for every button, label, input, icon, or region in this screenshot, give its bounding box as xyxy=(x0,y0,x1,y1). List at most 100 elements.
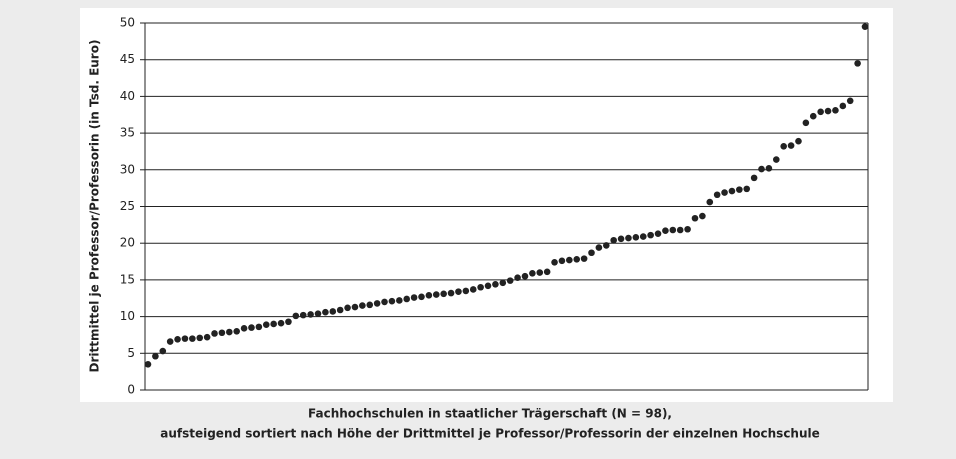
point xyxy=(285,318,292,326)
point xyxy=(654,230,662,237)
point xyxy=(262,321,270,328)
point xyxy=(211,330,218,337)
point xyxy=(699,212,706,220)
point xyxy=(447,289,455,297)
point xyxy=(418,293,425,301)
point xyxy=(580,255,588,262)
point xyxy=(351,303,359,311)
point xyxy=(506,277,514,284)
point xyxy=(492,281,499,288)
y-tick-label: 50 xyxy=(120,16,135,30)
point xyxy=(566,256,573,264)
point xyxy=(388,297,396,305)
point xyxy=(802,119,810,127)
y-tick-label: 0 xyxy=(127,383,135,397)
point xyxy=(314,310,322,317)
point xyxy=(558,257,566,265)
point xyxy=(772,156,780,163)
point xyxy=(255,323,263,331)
point xyxy=(166,338,174,345)
y-tick-label: 15 xyxy=(120,272,135,286)
point xyxy=(469,286,477,293)
point xyxy=(750,174,758,182)
point xyxy=(174,336,181,343)
point xyxy=(647,231,654,239)
point xyxy=(817,108,824,116)
point xyxy=(721,189,728,196)
point xyxy=(728,187,736,195)
point xyxy=(440,290,447,298)
point xyxy=(299,311,307,319)
y-tick-label: 40 xyxy=(120,89,135,103)
point xyxy=(684,225,691,233)
point xyxy=(403,295,411,303)
y-tick-label: 10 xyxy=(120,309,135,323)
point xyxy=(617,235,625,243)
point xyxy=(373,300,381,307)
chart-panel xyxy=(80,8,893,402)
point xyxy=(676,226,684,234)
point xyxy=(832,107,839,114)
point xyxy=(536,269,544,276)
point xyxy=(152,352,159,360)
point xyxy=(602,242,610,249)
point xyxy=(632,234,640,241)
point xyxy=(514,274,521,281)
point xyxy=(477,283,484,291)
point xyxy=(765,165,773,172)
point xyxy=(203,333,211,341)
point xyxy=(846,97,854,105)
point xyxy=(787,142,795,149)
point xyxy=(359,302,366,309)
point xyxy=(307,311,314,318)
point xyxy=(248,324,255,331)
point xyxy=(270,320,277,328)
point xyxy=(196,334,204,342)
point xyxy=(662,227,669,235)
point xyxy=(669,226,677,234)
point xyxy=(809,112,817,120)
point xyxy=(573,256,581,263)
point xyxy=(713,191,721,199)
y-axis-label: Drittmittel je Professor/Professorin (in… xyxy=(88,40,102,373)
point xyxy=(484,282,492,290)
point xyxy=(329,308,337,315)
point xyxy=(366,301,374,309)
x-axis-label: Fachhochschulen in staatlicher Trägersch… xyxy=(308,407,672,421)
point xyxy=(610,236,617,244)
point xyxy=(861,23,869,30)
point xyxy=(551,258,558,266)
point xyxy=(292,312,300,320)
point xyxy=(425,292,433,299)
y-tick-label: 45 xyxy=(120,52,135,66)
point xyxy=(625,234,632,242)
point xyxy=(189,335,196,342)
point xyxy=(233,327,241,335)
y-tick-label: 35 xyxy=(120,126,135,140)
point xyxy=(226,328,233,336)
point xyxy=(381,298,388,306)
point xyxy=(839,102,847,110)
point xyxy=(588,249,595,257)
point xyxy=(432,291,440,298)
point xyxy=(780,143,787,150)
point xyxy=(706,198,714,206)
y-tick-label: 20 xyxy=(120,236,135,250)
point xyxy=(240,325,248,332)
x-axis-label: aufsteigend sortiert nach Höhe der Dritt… xyxy=(160,427,820,441)
point xyxy=(691,214,699,222)
point xyxy=(795,137,802,145)
y-tick-label: 5 xyxy=(127,346,135,360)
point xyxy=(499,279,507,287)
point xyxy=(181,335,189,342)
point xyxy=(344,304,351,312)
point xyxy=(277,319,285,327)
point xyxy=(218,329,226,337)
point xyxy=(736,186,743,193)
point xyxy=(336,306,344,314)
point xyxy=(639,233,647,240)
point xyxy=(462,287,470,295)
y-tick-label: 30 xyxy=(120,162,135,176)
point xyxy=(455,288,462,295)
